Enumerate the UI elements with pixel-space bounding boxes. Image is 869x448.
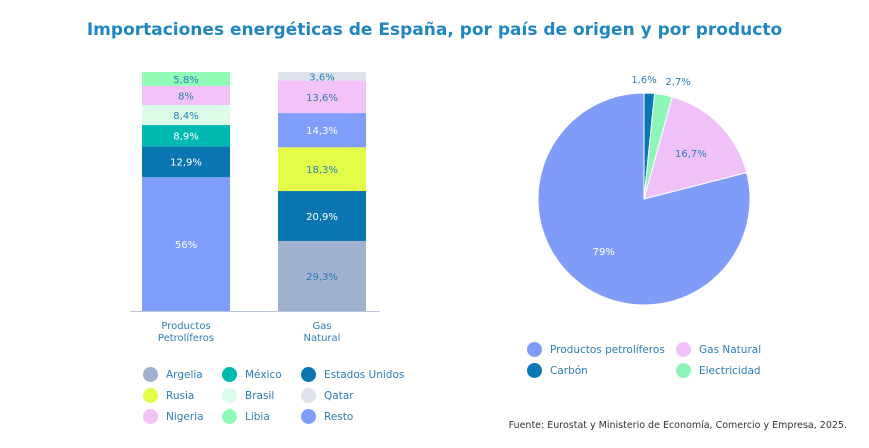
legend-label: Carbón (550, 364, 588, 377)
pie-slice-gas-natural (643, 96, 748, 200)
bar-data-label: 3,6% (309, 72, 334, 83)
legend-swatch (301, 409, 316, 424)
legend-item: Resto (301, 409, 353, 424)
legend-item: Carbón (527, 363, 588, 378)
bar-data-label: 20,9% (306, 212, 338, 223)
legend-item: Estados Unidos (301, 367, 404, 382)
legend-item: Libia (222, 409, 270, 424)
bar-segment-méxico (142, 125, 230, 147)
legend-swatch (143, 409, 158, 424)
pie-slice-productos-petrolíferos (537, 92, 751, 306)
bar-data-label: 8,9% (173, 132, 198, 143)
pie-data-label: 79% (593, 247, 615, 258)
legend-swatch (222, 409, 237, 424)
legend-swatch (222, 388, 237, 403)
pie-data-label: 16,7% (675, 149, 707, 160)
bar-segment-libia (142, 72, 230, 86)
bar-segment-qatar (278, 72, 366, 81)
legend-label: Productos petrolíferos (550, 343, 665, 356)
bar-segment-resto (278, 113, 366, 148)
legend-item: Productos petrolíferos (527, 342, 665, 357)
bar-segment-estados-unidos (278, 191, 366, 241)
pie-data-label: 2,7% (665, 77, 690, 88)
pie-data-label: 1,6% (631, 75, 656, 86)
legend-swatch (301, 388, 316, 403)
legend-label: Argelia (166, 368, 203, 381)
bar-segment-estados-unidos (142, 146, 230, 178)
legend-swatch (222, 367, 237, 382)
legend-label: Rusia (166, 389, 195, 402)
bar-data-label: 8% (178, 91, 194, 102)
bar-data-label: 29,3% (306, 272, 338, 283)
legend-label: Electricidad (699, 364, 761, 377)
bar-data-label: 56% (175, 240, 197, 251)
legend-item: México (222, 367, 282, 382)
bar-segment-nigeria (142, 85, 230, 105)
legend-item: Brasil (222, 388, 274, 403)
x-tick-label: Petrolíferos (158, 332, 214, 344)
legend-label: Qatar (324, 389, 354, 402)
legend-label: Gas Natural (699, 343, 762, 356)
legend-swatch (301, 367, 316, 382)
legend-item: Electricidad (676, 363, 761, 378)
legend-label: México (245, 368, 282, 381)
bar-data-label: 5,8% (173, 75, 198, 86)
bar-data-label: 12,9% (170, 158, 202, 169)
legend-swatch (676, 342, 691, 357)
bar-segment-rusia (278, 147, 366, 192)
legend-item: Qatar (301, 388, 354, 403)
bar-segment-resto (142, 177, 230, 311)
legend-swatch (527, 363, 542, 378)
legend-label: Libia (245, 410, 270, 423)
bar-data-label: 18,3% (306, 165, 338, 176)
legend-swatch (527, 342, 542, 357)
bar-data-label: 13,6% (306, 93, 338, 104)
bar-segment-argelia (278, 240, 366, 311)
legend-item: Nigeria (143, 409, 204, 424)
x-tick-label: Gas (312, 321, 331, 332)
legend-item: Gas Natural (676, 342, 761, 357)
legend-swatch (676, 363, 691, 378)
legend-label: Resto (324, 410, 354, 423)
source-note: Fuente: Eurostat y Ministerio de Economí… (508, 420, 847, 431)
chart-title: Importaciones energéticas de España, por… (86, 20, 783, 40)
legend-item: Argelia (143, 367, 203, 382)
legend-label: Brasil (245, 389, 275, 402)
legend-label: Estados Unidos (324, 368, 405, 381)
bar-segment-nigeria (278, 80, 366, 114)
bar-segment-brasil (142, 104, 230, 126)
bar-data-label: 14,3% (306, 126, 338, 137)
x-tick-label: Natural (304, 333, 341, 344)
legend-item: Rusia (143, 388, 194, 403)
x-tick-label: Productos (161, 321, 210, 332)
legend-label: Nigeria (166, 410, 204, 423)
legend-swatch (143, 388, 158, 403)
bar-data-label: 8,4% (173, 111, 198, 122)
legend-swatch (143, 367, 158, 382)
